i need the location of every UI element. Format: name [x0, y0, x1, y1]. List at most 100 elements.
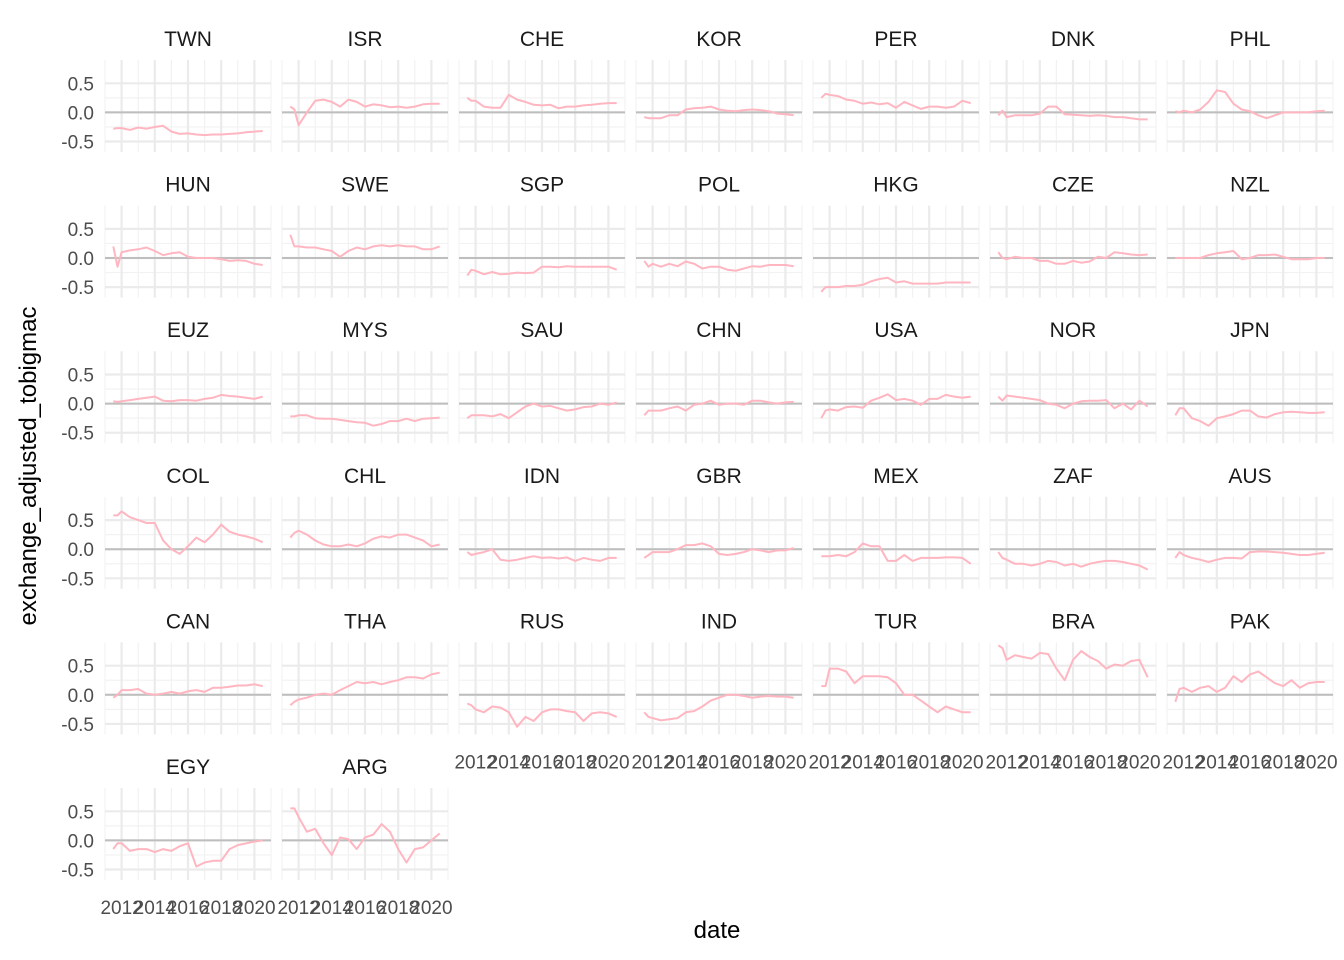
x-tick-label: 2018	[1085, 752, 1127, 773]
x-tick-label: 2020	[1118, 752, 1160, 773]
x-tick-label: 2016	[167, 898, 209, 919]
y-tick-label: -0.5	[61, 278, 94, 299]
series-line-chl	[289, 529, 440, 548]
facet-strip-label: RUS	[520, 610, 564, 633]
x-tick-label: 2014	[488, 752, 531, 773]
x-tick-label: 2020	[587, 752, 629, 773]
y-tick-label: 0.5	[68, 511, 94, 532]
facet-strip-label: CZE	[1052, 174, 1094, 197]
facet-strip-label: JPN	[1230, 319, 1270, 342]
x-tick-label: 2012	[454, 752, 496, 773]
facet-strip-label: CHL	[344, 465, 386, 488]
facet-strip-label: ISR	[347, 28, 382, 51]
x-tick-label: 2014	[665, 752, 708, 773]
panels-layer: TWN -0.5 0.0 0.5 ISR CHE KOR PER DNK PHL HUN -0.5 0.…	[61, 28, 1337, 919]
series-line-swe	[289, 234, 441, 258]
y-tick-label: 0.0	[68, 540, 94, 561]
facet-strip-label: CAN	[166, 610, 210, 633]
x-tick-label: 2020	[410, 898, 452, 919]
series-line-tur	[821, 667, 971, 714]
panel-jpn: JPN	[1166, 319, 1334, 444]
panel-aus: AUS	[1166, 465, 1334, 589]
series-line-euz	[113, 393, 263, 403]
facet-strip-label: THA	[344, 610, 386, 633]
x-tick-label: 2020	[233, 898, 275, 919]
facet-strip-label: PHL	[1230, 28, 1271, 51]
series-line-bra	[997, 644, 1149, 682]
panel-cze: CZE	[989, 174, 1157, 298]
series-line-zaf	[997, 551, 1149, 571]
panel-idn: IDN	[458, 465, 626, 589]
facet-strip-label: MYS	[342, 319, 388, 342]
series-line-che	[466, 93, 617, 110]
x-tick-label: 2018	[731, 752, 773, 773]
facet-strip-label: GBR	[696, 465, 742, 488]
facet-strip-label: HKG	[873, 174, 919, 197]
x-tick-label: 2012	[1162, 752, 1204, 773]
facet-strip-label: SGP	[520, 174, 564, 197]
series-line-chn	[643, 399, 794, 416]
x-tick-label: 2014	[842, 752, 885, 773]
series-line-rus	[466, 702, 618, 728]
facet-strip-label: HUN	[165, 174, 211, 197]
y-tick-label: -0.5	[61, 715, 94, 736]
series-line-hun	[112, 246, 263, 268]
facet-strip-label: ZAF	[1053, 465, 1093, 488]
x-tick-label: 2016	[1052, 752, 1094, 773]
x-tick-label: 2018	[1262, 752, 1304, 773]
x-tick-label: 2014	[311, 898, 354, 919]
y-tick-label: -0.5	[61, 861, 94, 882]
facet-strip-label: COL	[166, 465, 209, 488]
x-tick-label: 2016	[521, 752, 563, 773]
y-tick-label: 0.5	[68, 657, 94, 678]
series-line-mex	[821, 542, 972, 565]
y-tick-label: 0.5	[68, 220, 94, 241]
x-tick-label: 2016	[1229, 752, 1271, 773]
panel-che: CHE	[458, 28, 626, 152]
x-tick-label: 2016	[698, 752, 740, 773]
panel-usa: USA	[812, 319, 980, 444]
x-tick-label: 2018	[554, 752, 596, 773]
x-tick-label: 2012	[631, 752, 673, 773]
y-tick-label: 0.5	[68, 365, 94, 386]
y-tick-label: 0.0	[68, 831, 94, 852]
panel-isr: ISR	[281, 28, 449, 152]
series-line-egy	[112, 839, 263, 868]
facet-strip-label: DNK	[1051, 28, 1095, 51]
y-tick-label: -0.5	[61, 133, 94, 154]
x-tick-label: 2018	[377, 898, 419, 919]
facet-strip-label: USA	[874, 319, 917, 342]
facet-strip-label: ARG	[342, 756, 388, 779]
panel-col: COL -0.5 0.0 0.5	[61, 465, 272, 590]
series-line-nor	[997, 394, 1149, 411]
series-line-per	[820, 92, 971, 110]
x-tick-label: 2018	[200, 898, 242, 919]
panel-sau: SAU	[458, 319, 626, 444]
facet-strip-label: MEX	[873, 465, 919, 488]
facet-strip-label: NZL	[1230, 174, 1270, 197]
facet-strip-label: BRA	[1051, 610, 1094, 633]
series-line-sau	[466, 401, 617, 420]
x-tick-label: 2012	[277, 898, 319, 919]
series-line-phl	[1175, 89, 1325, 120]
x-tick-label: 2014	[134, 898, 177, 919]
x-tick-label: 2014	[1196, 752, 1239, 773]
facet-strip-label: TUR	[874, 610, 917, 633]
series-line-dnk	[997, 105, 1148, 121]
y-tick-label: 0.0	[68, 249, 94, 270]
x-tick-label: 2012	[985, 752, 1027, 773]
panel-phl: PHL	[1166, 28, 1334, 152]
facet-strip-label: SAU	[520, 319, 563, 342]
panel-nzl: NZL	[1166, 174, 1334, 298]
series-line-tha	[289, 671, 440, 707]
panel-sgp: SGP	[458, 174, 626, 298]
series-line-pol	[643, 260, 794, 272]
panel-nor: NOR	[989, 319, 1157, 444]
series-line-col	[113, 510, 264, 555]
y-tick-label: 0.5	[68, 802, 94, 823]
